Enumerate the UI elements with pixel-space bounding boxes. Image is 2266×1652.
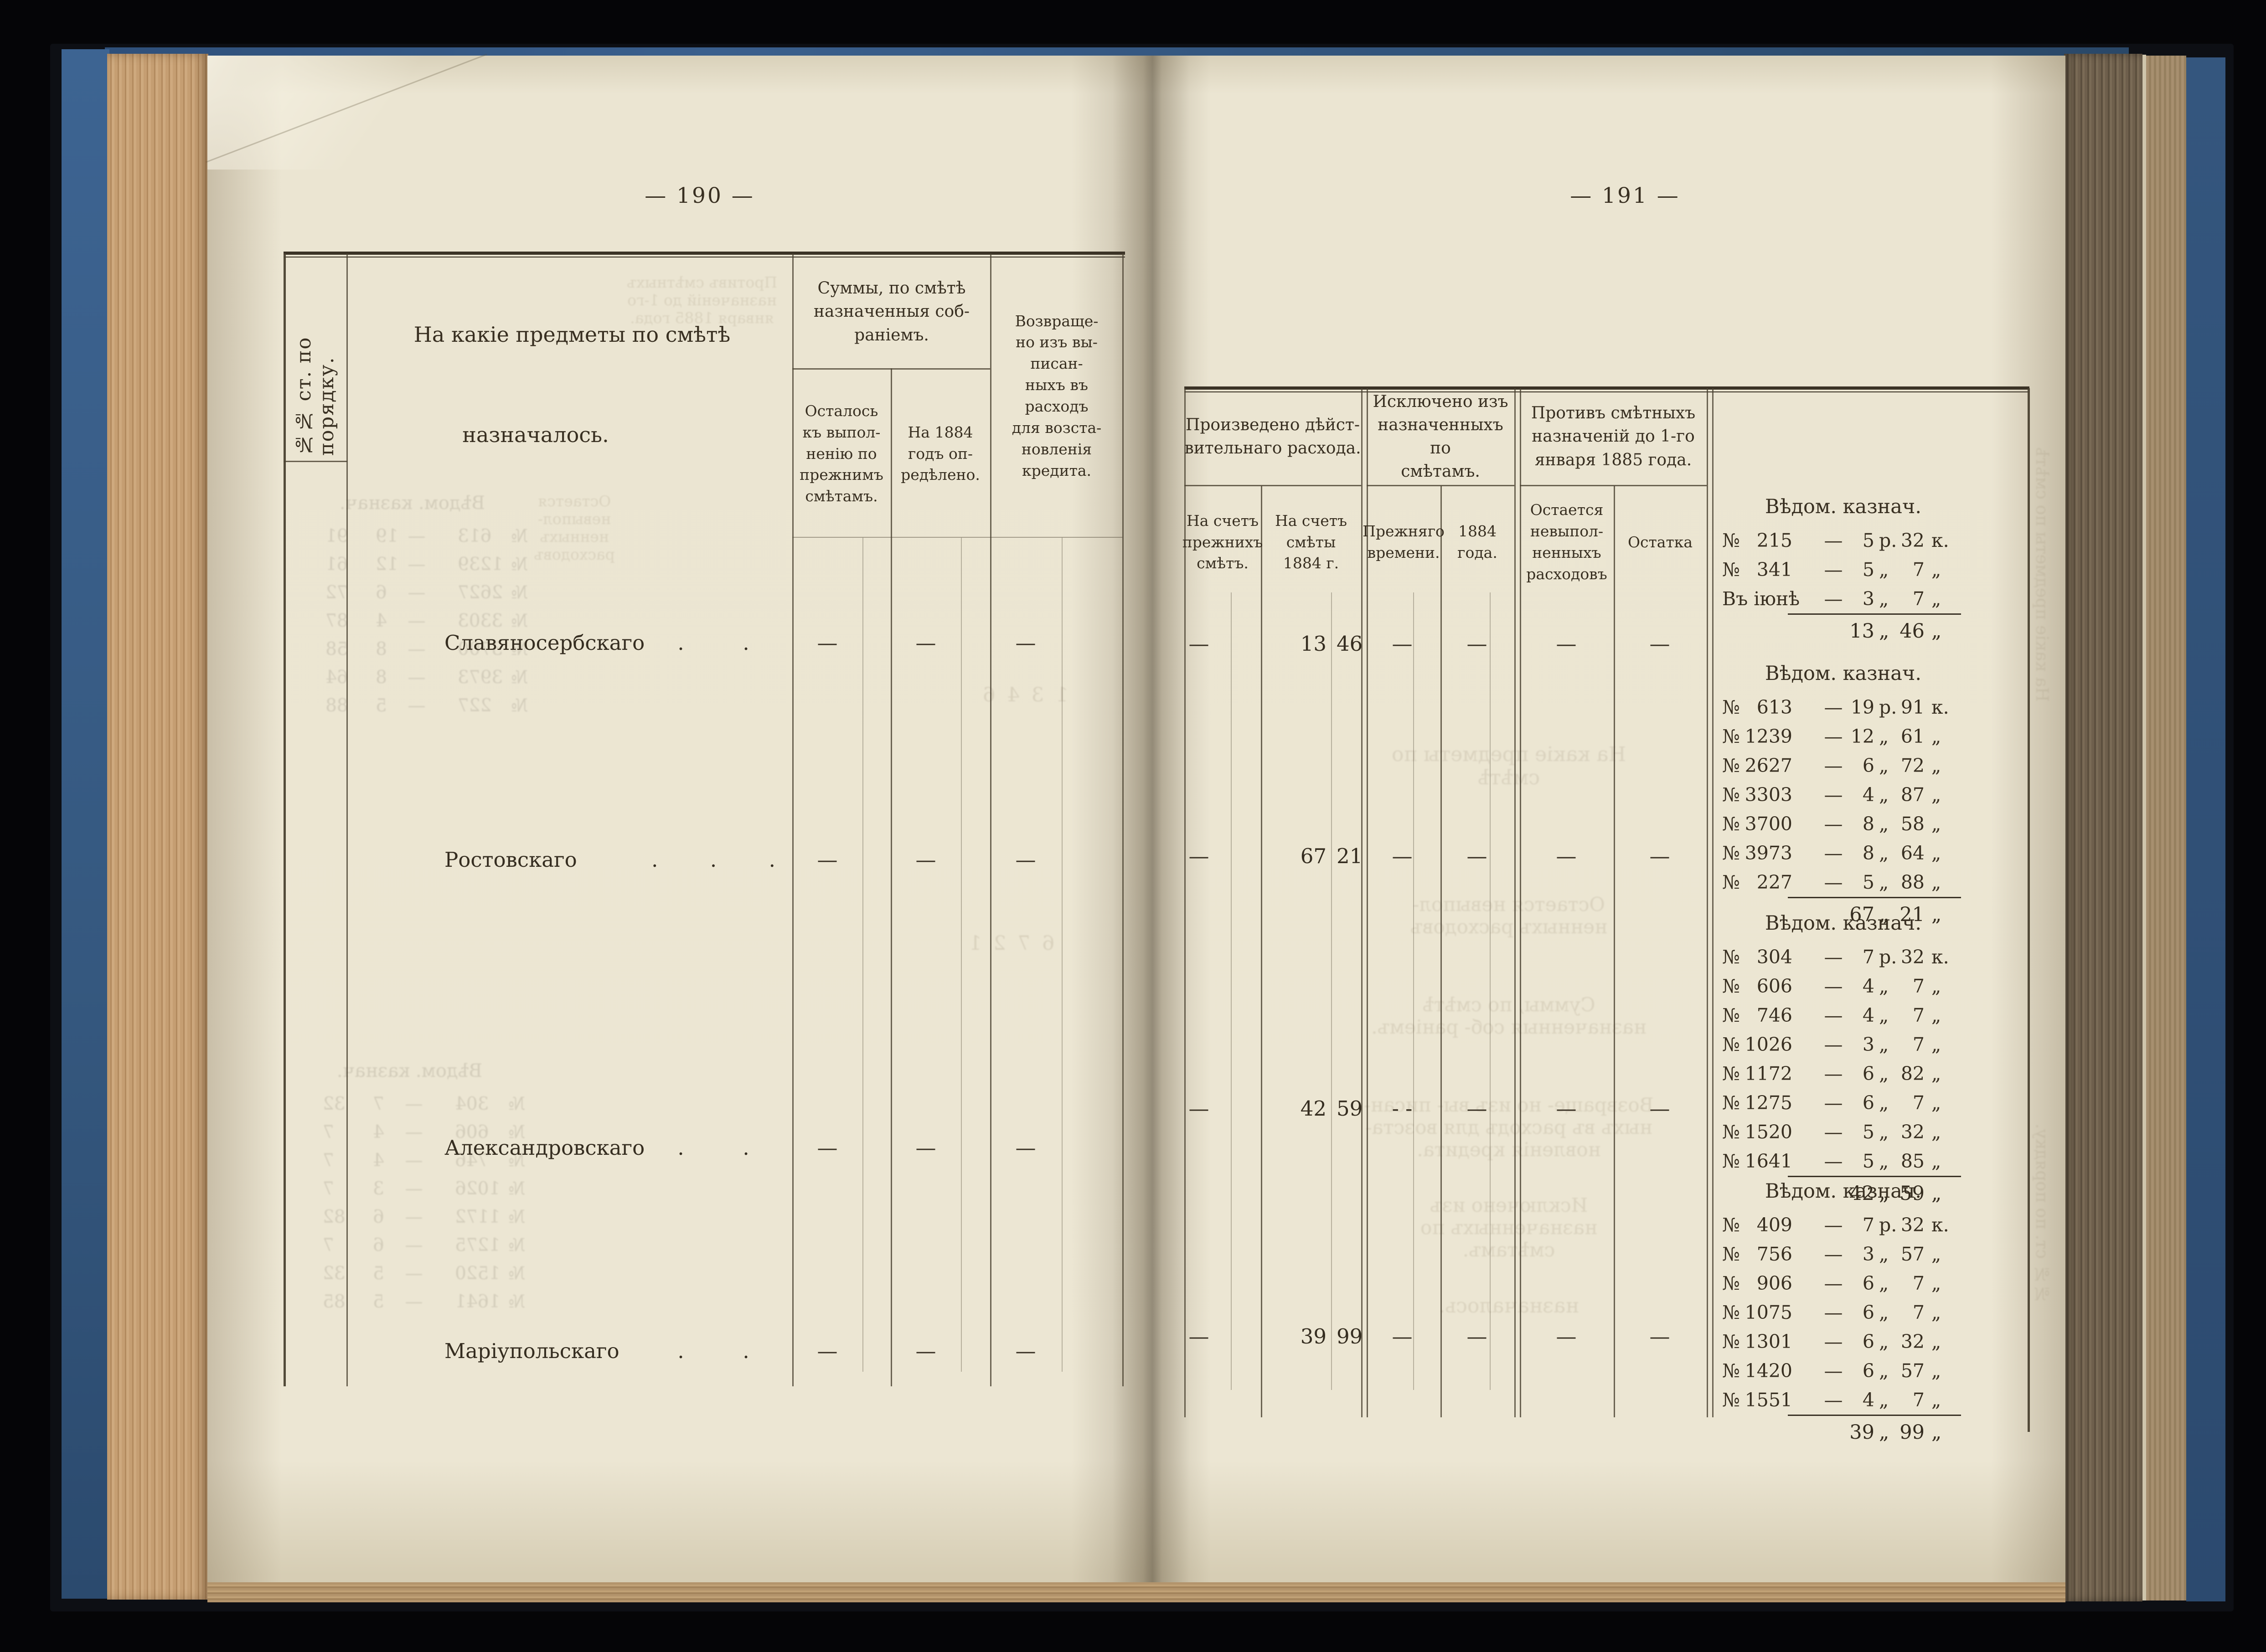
open-paper-spread [207,56,2065,1582]
book-cover-left [62,49,109,1599]
page-edge-stack-right [2064,54,2142,1601]
corner-highlight [207,56,463,170]
book-cover-right [2186,57,2225,1601]
page-edge-stack-bottom [207,1581,2065,1602]
page-edge-highlight [2142,55,2146,1601]
page-edge-stack-right-outer [2146,56,2186,1601]
gutter-shadow [1112,56,1190,1582]
page-edge-stack-left [107,54,208,1600]
